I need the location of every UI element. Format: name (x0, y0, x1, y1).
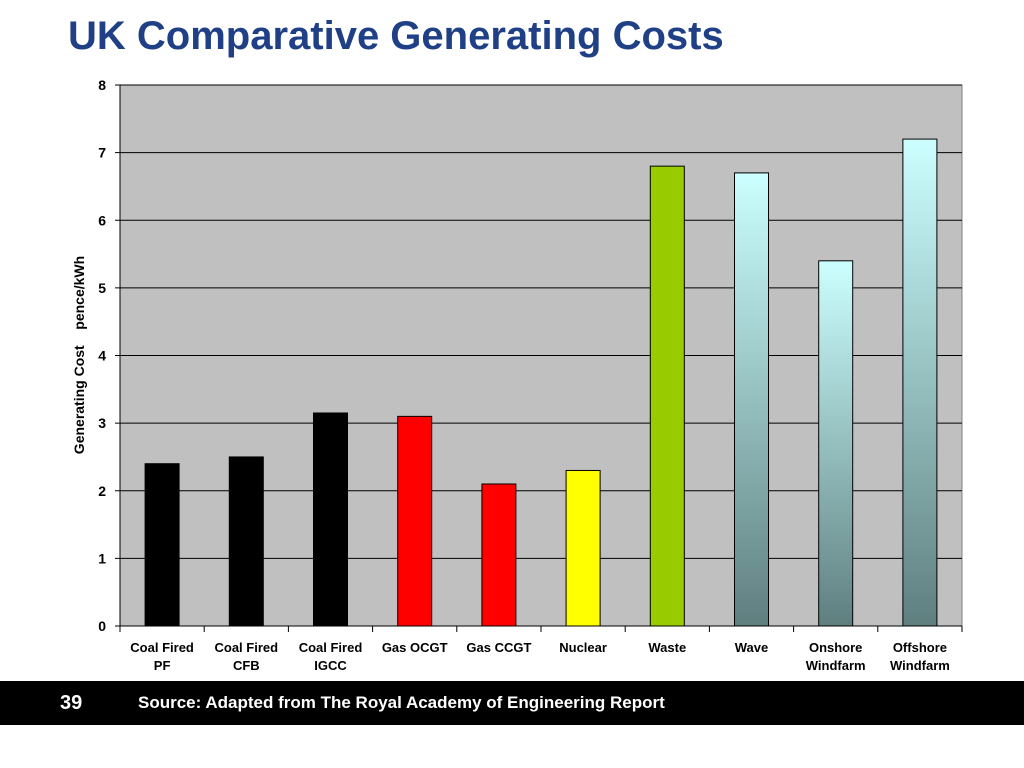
bar (818, 260, 854, 627)
x-tick-label: Coal Fired (299, 640, 363, 655)
y-tick-label: 7 (98, 145, 106, 161)
bars (144, 138, 938, 627)
y-tick-label: 4 (98, 348, 106, 364)
bar (313, 412, 348, 627)
x-tick-label: Windfarm (890, 658, 950, 673)
bar (565, 469, 601, 627)
slide-title: UK Comparative Generating Costs (68, 14, 724, 58)
x-tick-label: Coal Fired (130, 640, 194, 655)
x-tick-labels: Coal Fired PF Coal Fired CFB Coal Fired IGCC G… (130, 640, 950, 673)
y-tick-label: 0 (98, 618, 106, 634)
y-tick-label: 8 (98, 77, 106, 93)
x-tick-label: Waste (648, 640, 686, 655)
x-tick-label: Coal Fired (215, 640, 279, 655)
x-tick-label: Gas CCGT (466, 640, 531, 655)
x-tick-label: CFB (233, 658, 260, 673)
bar (902, 138, 938, 627)
x-tick-label: Windfarm (806, 658, 866, 673)
y-axis-label: Generating Cost pence/kWh (71, 256, 87, 454)
axes (115, 84, 963, 632)
bar (397, 415, 433, 627)
y-tick-label: 1 (98, 550, 106, 566)
x-tick-label: PF (154, 658, 171, 673)
bar (649, 165, 685, 627)
y-tick-label: 2 (98, 483, 106, 499)
footer-bar: 39 Source: Adapted from The Royal Academ… (0, 681, 1024, 725)
bar (481, 483, 517, 627)
x-tick-label: IGCC (314, 658, 347, 673)
x-tick-label: Wave (735, 640, 768, 655)
x-tick-label: Offshore (893, 640, 947, 655)
y-tick-labels: 0 1 2 3 4 5 6 7 8 (98, 77, 106, 634)
y-tick-label: 6 (98, 212, 106, 228)
x-tick-label: Gas OCGT (382, 640, 448, 655)
source-note: Source: Adapted from The Royal Academy o… (138, 693, 665, 712)
y-tick-label: 3 (98, 415, 106, 431)
x-tick-label: Onshore (809, 640, 862, 655)
y-tick-label: 5 (98, 280, 106, 296)
bar (144, 463, 180, 627)
page-number: 39 (60, 692, 83, 714)
x-tick-label: Nuclear (559, 640, 607, 655)
bar (228, 456, 264, 627)
bar (734, 172, 769, 627)
